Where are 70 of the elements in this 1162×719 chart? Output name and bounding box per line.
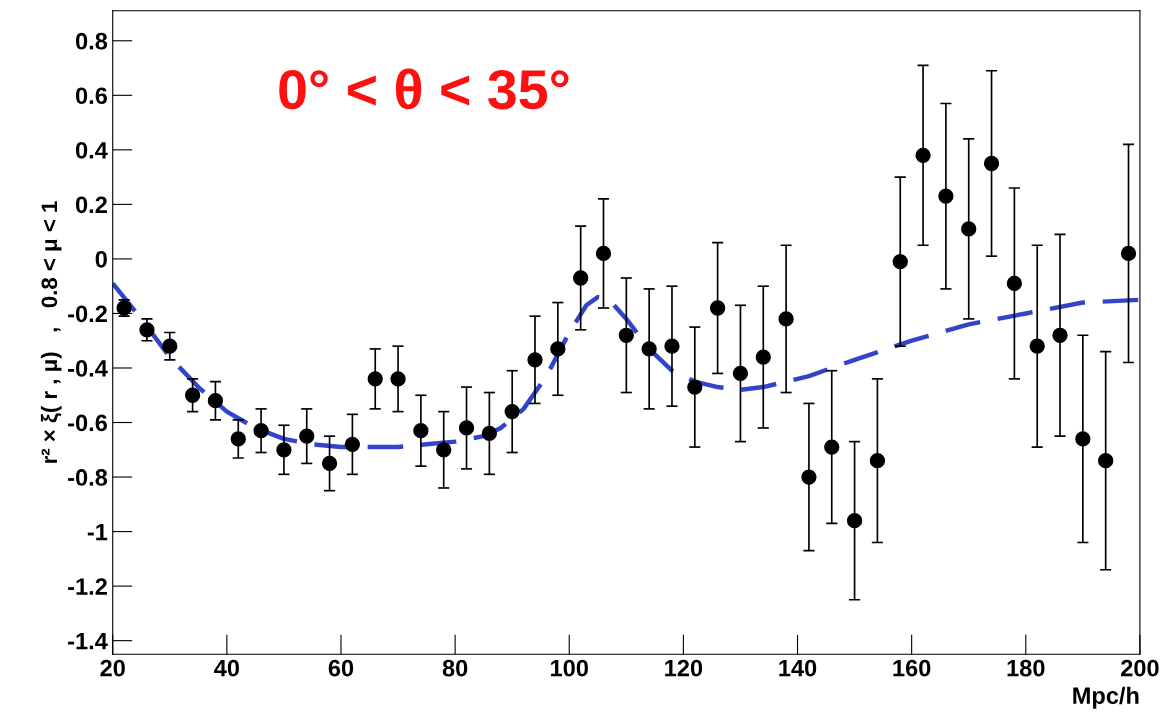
point (436, 442, 452, 458)
point (595, 245, 612, 262)
point (207, 393, 224, 409)
point (709, 300, 726, 316)
line-series (112, 281, 1140, 450)
point (184, 387, 201, 403)
point (139, 322, 155, 338)
point (344, 436, 361, 452)
y-tick-label: 0.2 (75, 196, 107, 214)
point (618, 327, 634, 343)
point (321, 455, 338, 472)
y-tick-label: -0.2 (68, 305, 107, 323)
y-tick-label: 0.4 (75, 141, 108, 159)
x-tick-label: 80 (442, 659, 468, 677)
y-tick-label: 0.8 (75, 32, 108, 50)
point (573, 270, 589, 286)
y-tick-label: 0 (95, 250, 107, 268)
point (162, 338, 178, 354)
y-tick-label: -0.8 (68, 469, 108, 486)
x-tick-label: 60 (328, 659, 354, 677)
point (755, 349, 771, 365)
point (778, 311, 794, 327)
point (938, 188, 954, 204)
point (367, 371, 383, 387)
point (550, 341, 566, 357)
point (641, 341, 657, 357)
point (458, 420, 475, 436)
y-tick-label: -1.2 (68, 578, 107, 595)
point (915, 147, 931, 163)
point (527, 352, 543, 368)
point (413, 423, 429, 439)
y-axis-title: r² × ξ( r , μ) , 0.8 < μ < 1 (40, 201, 62, 463)
x-tick-label: 180 (1007, 659, 1045, 677)
point (801, 469, 817, 485)
x-tick-label: 140 (779, 659, 817, 677)
x-tick-label: 40 (214, 659, 240, 677)
y-tick-label: 0.6 (75, 87, 107, 105)
y-tick-label: -1.4 (68, 632, 108, 650)
point (504, 403, 520, 420)
point (1052, 327, 1068, 343)
point (390, 371, 406, 387)
y-tick-label: -0.4 (68, 360, 108, 377)
point (846, 513, 863, 529)
point (276, 442, 292, 458)
x-axis-title: Mpc/h (1073, 686, 1139, 709)
point (253, 423, 269, 439)
point (869, 453, 886, 469)
point (824, 439, 840, 455)
x-tick-label: 160 (893, 659, 931, 677)
point (983, 155, 1000, 172)
point (892, 254, 908, 270)
point (230, 431, 246, 447)
point (664, 338, 680, 354)
point (961, 221, 977, 237)
x-tick-label: 20 (100, 659, 125, 677)
point (481, 425, 497, 442)
x-tick-label: 100 (551, 659, 588, 677)
point (1075, 431, 1091, 447)
y-tick-label: -1 (87, 523, 108, 541)
annotation: 0° < θ < 35° (279, 68, 569, 110)
point (1120, 245, 1137, 262)
point (1098, 453, 1114, 469)
x-tick-label: 200 (1121, 659, 1159, 677)
point (1006, 275, 1023, 292)
point (732, 365, 749, 382)
x-tick-label: 120 (665, 659, 703, 677)
y-tick-label: -0.6 (68, 414, 107, 432)
point (299, 428, 315, 444)
point (687, 379, 703, 395)
point (1029, 338, 1045, 354)
